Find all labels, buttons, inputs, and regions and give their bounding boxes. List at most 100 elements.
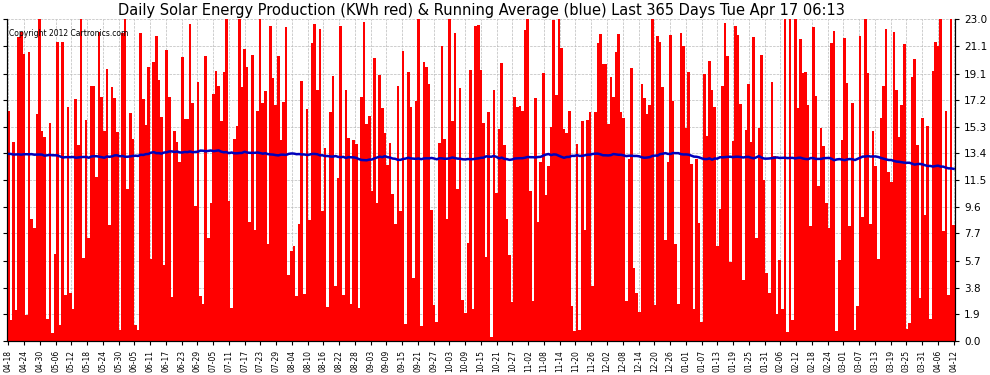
Bar <box>682 45 685 341</box>
Bar <box>466 243 469 341</box>
Bar <box>285 27 287 341</box>
Bar <box>628 159 631 341</box>
Bar <box>612 97 615 341</box>
Bar <box>293 246 295 341</box>
Bar <box>799 39 802 341</box>
Bar <box>360 97 362 341</box>
Bar <box>866 74 869 341</box>
Bar <box>431 210 433 341</box>
Bar <box>15 309 18 341</box>
Bar <box>568 111 570 341</box>
Bar <box>439 143 441 341</box>
Bar <box>148 67 149 341</box>
Bar <box>119 330 121 341</box>
Bar <box>685 128 687 341</box>
Bar <box>557 19 560 341</box>
Bar <box>778 260 781 341</box>
Bar <box>768 293 770 341</box>
Bar <box>223 72 225 341</box>
Bar <box>679 33 682 341</box>
Bar <box>95 177 98 341</box>
Bar <box>135 325 137 341</box>
Bar <box>490 337 493 341</box>
Bar <box>503 145 506 341</box>
Bar <box>677 303 679 341</box>
Bar <box>853 330 856 341</box>
Bar <box>906 328 908 341</box>
Bar <box>149 259 152 341</box>
Bar <box>810 226 812 341</box>
Bar <box>418 19 420 341</box>
Bar <box>31 219 33 341</box>
Bar <box>142 99 145 341</box>
Bar <box>757 128 760 341</box>
Bar <box>316 90 319 341</box>
Bar <box>290 251 293 341</box>
Bar <box>815 96 818 341</box>
Bar <box>116 132 119 341</box>
Bar <box>98 32 100 341</box>
Bar <box>919 298 921 341</box>
Bar <box>573 331 576 341</box>
Bar <box>506 219 508 341</box>
Bar <box>493 90 495 341</box>
Title: Daily Solar Energy Production (KWh red) & Running Average (blue) Last 365 Days T: Daily Solar Energy Production (KWh red) … <box>118 3 844 18</box>
Bar <box>859 36 861 341</box>
Bar <box>194 206 197 341</box>
Bar <box>602 64 604 341</box>
Bar <box>207 238 210 341</box>
Bar <box>258 19 261 341</box>
Bar <box>714 107 716 341</box>
Bar <box>386 165 389 341</box>
Bar <box>152 62 155 341</box>
Bar <box>724 23 727 341</box>
Bar <box>843 38 845 341</box>
Bar <box>332 76 335 341</box>
Bar <box>335 286 337 341</box>
Bar <box>44 137 46 341</box>
Bar <box>594 112 597 341</box>
Bar <box>428 84 431 341</box>
Bar <box>672 101 674 341</box>
Bar <box>129 113 132 341</box>
Bar <box>189 24 191 341</box>
Bar <box>236 126 239 341</box>
Bar <box>352 140 355 341</box>
Bar <box>818 186 820 341</box>
Bar <box>659 42 661 341</box>
Bar <box>666 162 669 341</box>
Bar <box>7 111 10 341</box>
Bar <box>900 105 903 341</box>
Bar <box>498 129 500 341</box>
Bar <box>706 136 708 341</box>
Bar <box>941 231 944 341</box>
Bar <box>669 35 672 341</box>
Bar <box>932 71 935 341</box>
Bar <box>529 191 532 341</box>
Bar <box>645 114 648 341</box>
Bar <box>921 118 924 341</box>
Bar <box>562 129 565 341</box>
Bar <box>210 203 212 341</box>
Bar <box>474 26 477 341</box>
Bar <box>425 68 428 341</box>
Bar <box>10 320 12 341</box>
Bar <box>85 120 87 341</box>
Bar <box>599 34 602 341</box>
Bar <box>861 216 864 341</box>
Bar <box>581 121 583 341</box>
Bar <box>391 195 394 341</box>
Bar <box>162 265 165 341</box>
Bar <box>56 42 58 341</box>
Bar <box>90 86 93 341</box>
Bar <box>755 238 757 341</box>
Bar <box>687 72 690 341</box>
Bar <box>461 300 464 341</box>
Bar <box>365 124 368 341</box>
Bar <box>591 286 594 341</box>
Bar <box>33 228 36 341</box>
Bar <box>155 36 157 341</box>
Bar <box>261 103 264 341</box>
Bar <box>272 78 274 341</box>
Bar <box>911 78 914 341</box>
